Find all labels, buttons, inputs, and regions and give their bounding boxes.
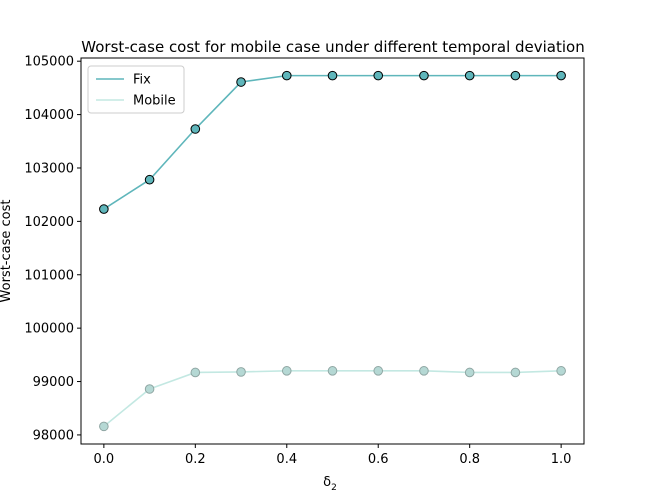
y-tick-label: 98000 bbox=[33, 428, 74, 443]
y-tick-label: 99000 bbox=[33, 375, 74, 390]
data-point-fix bbox=[556, 70, 566, 81]
data-point-fix bbox=[99, 204, 109, 214]
legend: Fix Mobile bbox=[87, 65, 185, 114]
data-point-fix bbox=[327, 70, 338, 81]
data-point-mobile bbox=[556, 366, 566, 376]
data-point-mobile bbox=[99, 421, 109, 432]
y-tick-label: 100000 bbox=[24, 322, 74, 337]
x-tick-label: 1.0 bbox=[551, 452, 572, 467]
plot-area bbox=[99, 70, 566, 432]
chart-title: Worst-case cost for mobile case under di… bbox=[81, 38, 584, 56]
y-tick-label: 102000 bbox=[24, 215, 74, 230]
data-point-fix bbox=[190, 124, 201, 134]
y-tick-label: 104000 bbox=[24, 108, 74, 123]
y-tick-label: 101000 bbox=[24, 268, 74, 283]
x-tick-label: 0.4 bbox=[276, 452, 297, 467]
x-tick-label: 0.6 bbox=[368, 452, 389, 467]
data-point-mobile bbox=[144, 384, 155, 394]
y-tick-label: 103000 bbox=[24, 161, 74, 176]
x-axis-label-symbol: δ bbox=[323, 475, 331, 490]
data-point-fix bbox=[281, 70, 292, 81]
legend-box bbox=[87, 65, 185, 114]
axes-frame bbox=[80, 57, 585, 445]
x-axis-label-subscript: 2 bbox=[331, 483, 337, 493]
axes: 0.0 0.2 0.4 0.6 0.8 1.0 98000 99000 100000 101000… bbox=[24, 55, 571, 467]
x-tick-label: 0.0 bbox=[94, 452, 115, 467]
data-point-fix bbox=[236, 77, 246, 87]
data-point-fix bbox=[373, 70, 384, 81]
data-point-mobile bbox=[236, 367, 246, 377]
data-point-mobile bbox=[190, 367, 201, 378]
data-point-mobile bbox=[373, 366, 384, 376]
data-point-mobile bbox=[327, 366, 338, 376]
data-point-mobile bbox=[419, 366, 429, 376]
x-tick-label: 0.8 bbox=[459, 452, 480, 467]
x-axis-label: δ2 bbox=[323, 475, 337, 493]
legend-label-fix: Fix bbox=[133, 73, 151, 88]
y-axis-label: Worst-case cost bbox=[0, 200, 14, 303]
data-point-fix bbox=[144, 174, 155, 185]
data-point-mobile bbox=[281, 366, 292, 376]
data-point-fix bbox=[464, 70, 475, 81]
data-point-mobile bbox=[464, 367, 475, 378]
y-tick-label: 105000 bbox=[24, 55, 74, 70]
data-point-fix bbox=[419, 70, 429, 81]
data-point-mobile bbox=[510, 367, 521, 378]
legend-label-mobile: Mobile bbox=[133, 94, 176, 109]
x-tick-label: 0.2 bbox=[185, 452, 206, 467]
data-point-fix bbox=[510, 70, 521, 81]
